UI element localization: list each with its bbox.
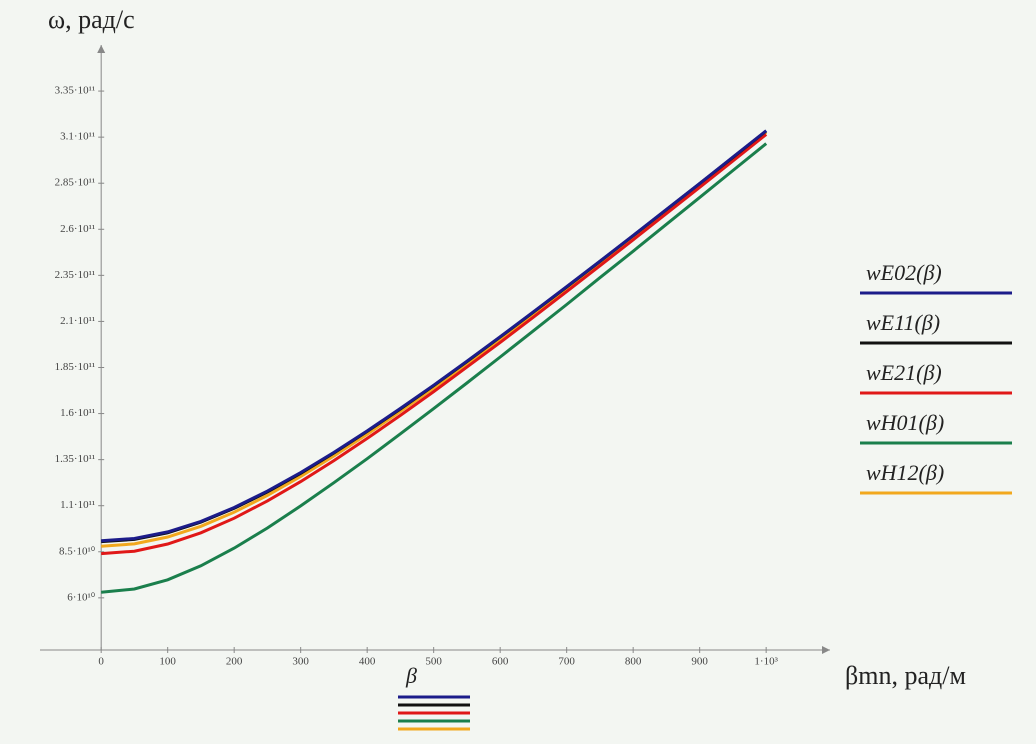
y-tick-label: 2.6·10¹¹ xyxy=(60,223,95,235)
x-axis-label: βmn, рад/м xyxy=(845,661,966,690)
y-tick-label: 1.6·10¹¹ xyxy=(60,407,95,419)
y-tick-label: 3.35·10¹¹ xyxy=(55,85,96,97)
series-line xyxy=(101,129,768,544)
legend-label: wE11(β) xyxy=(866,310,940,335)
x-tick-label: 300 xyxy=(292,656,309,668)
y-tick-label: 1.35·10¹¹ xyxy=(55,453,96,465)
x-variable: β xyxy=(405,663,417,688)
x-tick-label: 800 xyxy=(625,656,642,668)
x-tick-label: 600 xyxy=(492,656,509,668)
y-tick-label: 2.35·10¹¹ xyxy=(55,269,96,281)
x-tick-label: 500 xyxy=(425,656,442,668)
y-tick-label: 1.85·10¹¹ xyxy=(55,361,96,373)
series-line xyxy=(101,133,768,556)
series-line xyxy=(101,129,768,543)
x-tick-label: 1·10³ xyxy=(754,656,778,668)
x-axis-arrow xyxy=(822,646,830,654)
x-tick-label: 900 xyxy=(691,656,708,668)
legend-label: wE02(β) xyxy=(866,260,942,285)
x-tick-label: 0 xyxy=(98,656,104,668)
legend-label: wE21(β) xyxy=(866,360,942,385)
x-tick-label: 700 xyxy=(558,656,575,668)
y-tick-label: 3.1·10¹¹ xyxy=(60,131,95,143)
legend-label: wH12(β) xyxy=(866,460,944,485)
y-tick-label: 2.1·10¹¹ xyxy=(60,315,95,327)
series-line xyxy=(101,131,768,548)
y-tick-label: 2.85·10¹¹ xyxy=(55,177,96,189)
y-axis-arrow xyxy=(97,45,106,53)
x-tick-label: 400 xyxy=(359,656,376,668)
y-axis-label: ω, рад/с xyxy=(48,5,135,34)
y-tick-label: 6·10¹⁰ xyxy=(67,591,95,603)
legend-label: wH01(β) xyxy=(866,410,944,435)
x-tick-label: 200 xyxy=(226,656,243,668)
x-tick-label: 100 xyxy=(159,656,176,668)
y-tick-label: 8.5·10¹⁰ xyxy=(59,545,96,557)
y-tick-label: 1.1·10¹¹ xyxy=(60,499,95,511)
series-line xyxy=(101,142,768,594)
